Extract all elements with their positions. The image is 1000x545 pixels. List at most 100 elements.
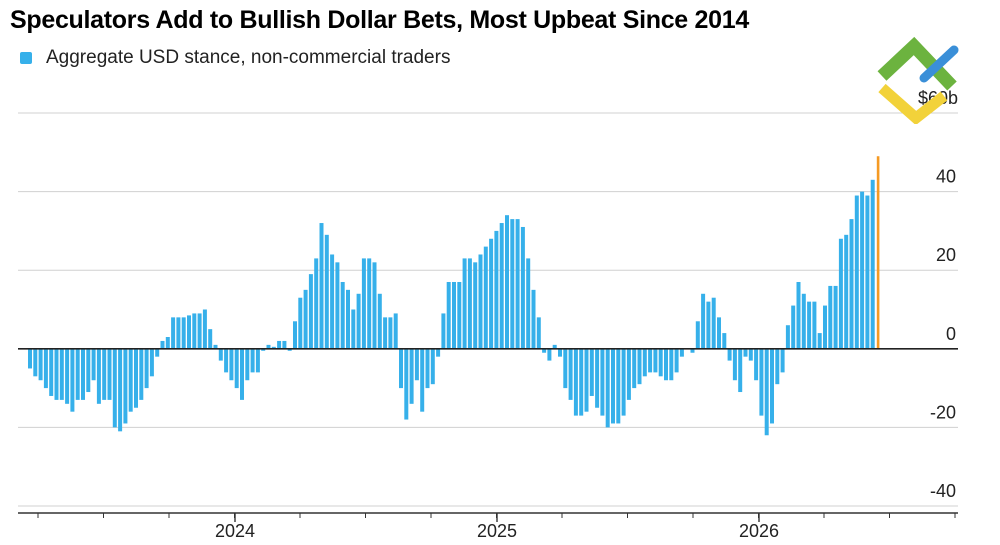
bar — [674, 348, 679, 373]
bar — [568, 348, 573, 400]
bar — [271, 346, 276, 349]
bar — [833, 285, 838, 349]
y-tick-label: -40 — [930, 481, 956, 501]
bar — [515, 219, 520, 349]
bar — [250, 348, 255, 373]
bar — [346, 289, 350, 349]
bar — [727, 348, 732, 361]
bar — [218, 348, 223, 361]
bar — [759, 348, 764, 416]
bar — [552, 344, 557, 349]
bar — [642, 348, 647, 377]
bar — [324, 234, 329, 349]
bar — [330, 254, 335, 349]
bar — [59, 348, 64, 400]
bar — [717, 317, 721, 349]
bar — [404, 348, 409, 420]
bar — [388, 317, 393, 349]
bar — [764, 348, 769, 436]
bar — [38, 348, 43, 381]
bar — [165, 337, 170, 349]
bar — [706, 301, 711, 349]
bar — [626, 348, 631, 400]
bar — [817, 333, 822, 349]
bar — [91, 348, 96, 381]
bar — [446, 281, 451, 349]
green-blue-yellow-chevron-logo-icon — [877, 36, 959, 124]
bar — [49, 348, 54, 396]
bar — [176, 317, 181, 349]
bar — [436, 348, 441, 357]
bar — [669, 348, 674, 381]
bar — [282, 340, 287, 349]
bar — [579, 348, 584, 416]
bar — [367, 258, 372, 349]
bar — [812, 301, 817, 349]
bar — [838, 238, 843, 349]
bar — [526, 258, 531, 349]
bar — [584, 348, 589, 412]
bar — [801, 293, 806, 349]
bar — [409, 348, 414, 404]
bar — [335, 262, 340, 349]
bar — [558, 348, 562, 357]
bar — [690, 348, 695, 353]
bar — [303, 289, 308, 349]
bar — [361, 258, 366, 349]
bar — [107, 348, 112, 400]
bar — [791, 305, 796, 349]
bar — [308, 274, 313, 349]
bar — [202, 309, 207, 349]
bar — [255, 348, 260, 373]
bar — [462, 258, 467, 349]
bar — [144, 348, 149, 389]
bar — [722, 333, 727, 349]
bar — [314, 258, 319, 349]
bar — [494, 230, 499, 349]
bar — [748, 348, 753, 361]
bar — [796, 281, 801, 349]
bar — [81, 348, 85, 400]
bar — [393, 313, 398, 349]
bar — [457, 281, 462, 349]
bar — [738, 348, 743, 393]
bar — [780, 348, 785, 373]
y-tick-label: 0 — [946, 324, 956, 344]
bar — [149, 348, 154, 377]
bar — [865, 195, 870, 349]
bar — [240, 348, 244, 400]
bar — [823, 305, 827, 349]
bar — [489, 238, 494, 349]
bar — [425, 348, 430, 389]
bar — [536, 317, 541, 349]
x-tick-label: 2024 — [215, 521, 255, 541]
bar — [563, 348, 568, 389]
bar — [33, 348, 38, 377]
x-axis: 2024 2025 2026 — [18, 512, 958, 541]
bar — [383, 317, 388, 349]
bar — [664, 348, 668, 381]
bar — [637, 348, 642, 385]
y-tick-label: 20 — [936, 245, 956, 265]
bar — [351, 309, 356, 349]
bar — [356, 293, 361, 349]
bar — [293, 321, 297, 349]
bar — [43, 348, 48, 389]
highlight-bar — [876, 156, 880, 349]
bar — [473, 262, 478, 349]
bar — [187, 315, 191, 349]
bar — [181, 317, 186, 349]
bar — [298, 297, 303, 349]
bar — [197, 313, 202, 349]
bar — [414, 348, 419, 381]
bar — [600, 348, 605, 416]
bar — [478, 254, 483, 349]
bar — [70, 348, 75, 412]
bar — [229, 348, 234, 381]
bar — [319, 223, 324, 349]
bars — [28, 156, 880, 436]
bar — [372, 262, 377, 349]
bar — [573, 348, 578, 416]
bar — [531, 289, 536, 349]
